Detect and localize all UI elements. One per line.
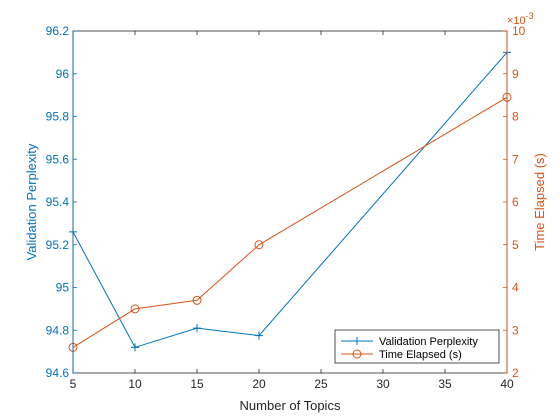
y-left-tick-label: 95.6 [46,152,70,166]
series-line-time-elapsed-s [72,96,508,348]
y-right-tick-label: 6 [512,195,519,209]
data-point-validation-perplexity [193,324,201,333]
legend-label-time-elapsed: Time Elapsed (s) [379,349,462,361]
y-right-tick-label: 4 [512,281,519,295]
x-tick-label: 15 [190,377,204,391]
x-tick-label: 5 [70,377,77,391]
y-left-tick-label: 96 [56,67,70,81]
y-left-tick-label: 95.2 [46,238,70,252]
right-axis-exponent: ×10-3 [507,11,534,27]
x-tick-label: 40 [500,377,514,391]
legend-marker-circle [352,349,362,359]
right-axis-exponent-base: ×10 [507,15,526,27]
right-axis-exponent-power: -3 [526,11,534,21]
x-axis-label: Number of Topics [240,398,341,413]
legend-box [334,329,500,364]
y-left-tick-label: 94.8 [46,323,70,337]
plot-area [73,31,507,373]
y-left-axis-label: Validation Perplexity [24,143,39,260]
y-right-tick-label: 2 [512,366,519,380]
x-tick-label: 20 [252,377,266,391]
x-tick-label: 30 [376,377,390,391]
data-point-time-elapsed-s [192,295,202,305]
y-left-tick-label: 94.6 [46,366,70,380]
legend-marker-plus [353,337,361,345]
data-point-validation-perplexity [131,343,139,352]
x-tick-label: 25 [314,377,328,391]
y-right-tick-label: 3 [512,323,519,337]
y-right-tick-label: 8 [512,110,519,124]
y-left-tick-label: 95 [56,281,70,295]
y-left-tick-label: 95.8 [46,110,70,124]
y-left-tick-label: 95.4 [46,195,70,209]
y-right-tick-label: 5 [512,238,519,252]
y-right-tick-label: 9 [512,67,519,81]
y-left-tick-label: 96.2 [46,24,70,38]
data-point-time-elapsed-s [254,240,264,250]
data-point-time-elapsed-s [130,304,140,314]
legend: Validation Perplexity Time Elapsed (s) [334,329,500,364]
x-tick-label: 10 [128,377,142,391]
y-right-tick-label: 7 [512,152,519,166]
legend-label-validation-perplexity: Validation Perplexity [379,336,478,348]
y-right-tick-label: 10 [512,24,526,38]
y-right-axis-label: Time Elapsed (s) [532,153,547,251]
x-tick-label: 35 [438,377,452,391]
data-point-validation-perplexity [255,331,263,340]
